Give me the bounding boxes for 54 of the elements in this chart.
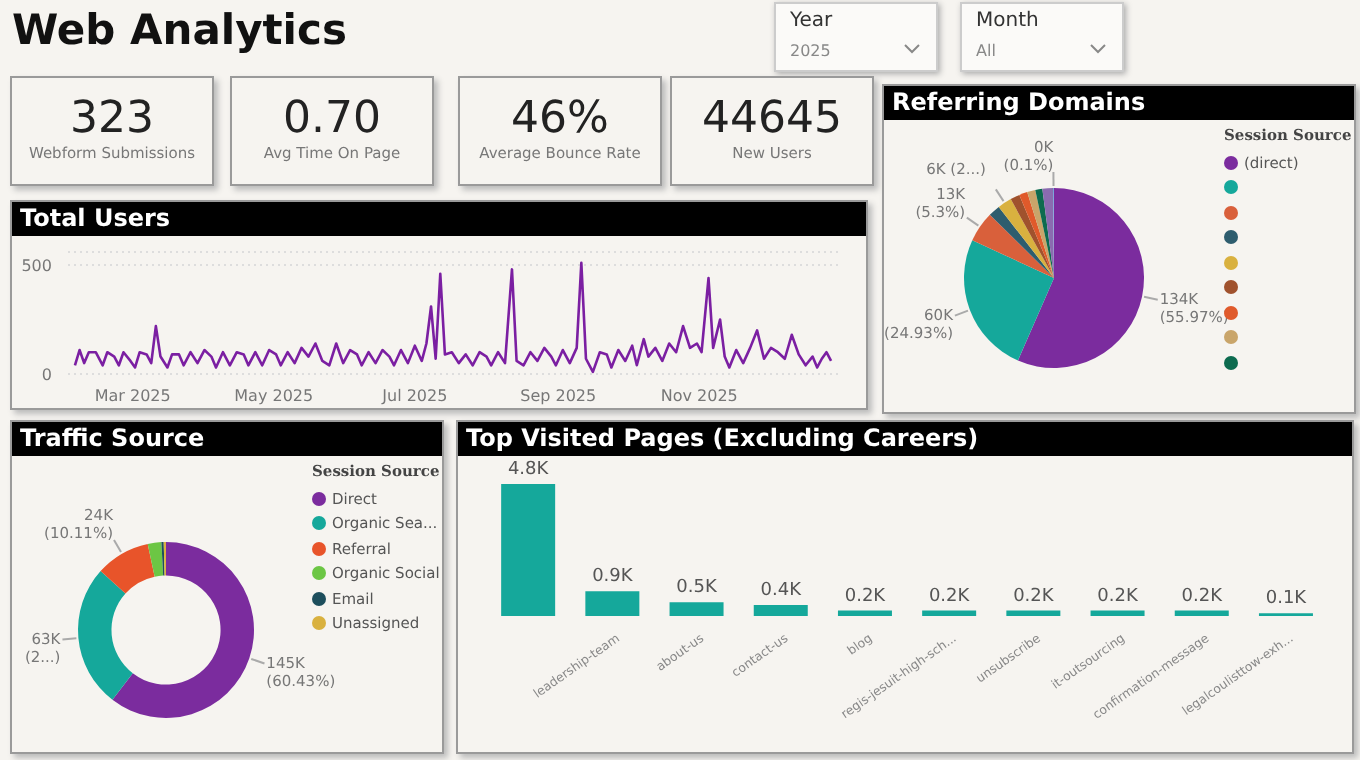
donut-slice <box>78 571 133 700</box>
data-label: 0.2K <box>1181 586 1225 607</box>
data-label: 0.2K <box>1097 586 1140 607</box>
chart-title: Traffic Source <box>12 422 442 456</box>
data-label: 0.2K <box>928 586 972 607</box>
text: 44645 <box>702 94 842 144</box>
y-tick-label: 500 <box>21 256 52 275</box>
pie-slice <box>1042 188 1054 278</box>
data-label: 0.2K <box>844 586 888 607</box>
bar <box>501 484 556 616</box>
pie-slice <box>964 240 1054 361</box>
pie-slice <box>989 206 1054 278</box>
bar <box>753 605 808 616</box>
chart-title: Referring Domains <box>884 86 1354 120</box>
pie-slice <box>972 214 1054 278</box>
chart-title: Top Visited Pages (Excluding Careers) <box>458 422 1352 456</box>
data-label: 0.9K <box>592 567 635 588</box>
data-label: 0.5K <box>676 578 719 599</box>
x-tick-label: Sep 2025 <box>520 387 597 406</box>
data-label: 0.2K <box>1013 586 1056 607</box>
bar <box>922 610 977 616</box>
data-label: 0.1K <box>1265 589 1309 610</box>
x-tick-label: Mar 2025 <box>94 387 171 406</box>
y-tick-label: 0 <box>41 365 52 384</box>
donut-slice <box>112 542 254 718</box>
x-tick-label: Nov 2025 <box>660 387 738 406</box>
chart-title: Total Users <box>12 202 866 236</box>
text: Web Analytics <box>12 6 347 54</box>
text: Month <box>976 10 1039 32</box>
x-tick-label: May 2025 <box>234 387 314 406</box>
x-tick-label: Jul 2025 <box>380 387 448 406</box>
pie-slice <box>998 199 1054 278</box>
donut-slice <box>147 542 164 577</box>
pie-slice <box>1017 188 1144 368</box>
pie-slice <box>1035 188 1054 278</box>
bar <box>1090 610 1145 616</box>
text: 2025 <box>790 42 831 60</box>
pie-slice <box>1027 189 1054 278</box>
text: 0.70 <box>283 94 381 144</box>
bar <box>669 602 724 616</box>
pie-slice <box>1010 194 1054 278</box>
line-series <box>73 261 833 374</box>
text: All <box>976 42 996 60</box>
donut-slice <box>100 543 155 594</box>
bar <box>837 610 892 616</box>
text: 323 <box>70 94 154 144</box>
data-label: 0.4K <box>760 581 804 601</box>
bar <box>1174 610 1229 616</box>
text: 46% <box>511 94 609 144</box>
bar <box>585 591 640 616</box>
data-label: 4.8K <box>507 460 551 480</box>
bar <box>1006 610 1061 616</box>
text: Year <box>790 10 833 32</box>
pie-slice <box>1019 192 1054 278</box>
